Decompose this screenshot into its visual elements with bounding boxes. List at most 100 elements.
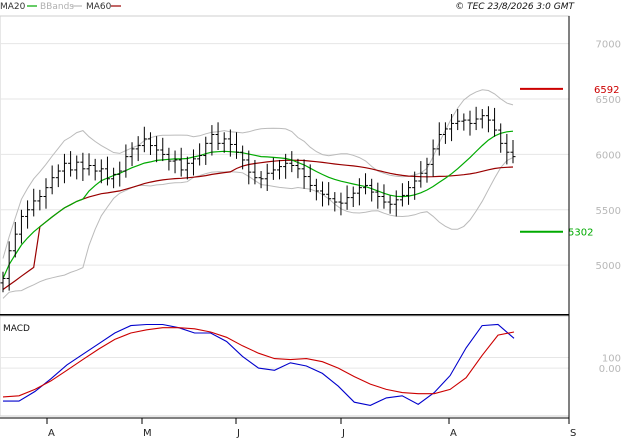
ohlc-bar xyxy=(215,122,221,150)
ohlc-bar xyxy=(74,155,80,180)
bbands-upper xyxy=(2,89,514,259)
ohlc-bar xyxy=(326,182,332,206)
price-grid xyxy=(0,43,569,266)
ma20-line xyxy=(2,130,514,279)
ohlc-bar xyxy=(301,159,307,189)
ohlc-bar xyxy=(197,143,203,166)
ohlc-bar xyxy=(504,133,510,165)
price-markers: 6592 5302 xyxy=(520,85,619,239)
macd-y-tick: 100 xyxy=(602,353,621,364)
ohlc-bar xyxy=(209,125,215,156)
ohlc-bar xyxy=(227,129,233,157)
ohlc-bar xyxy=(406,181,412,205)
ohlc-bar xyxy=(473,106,479,131)
ohlc-bar xyxy=(510,140,516,164)
macd-title: MACD xyxy=(3,324,30,334)
ohlc-bar xyxy=(98,159,104,184)
ohlc-bar xyxy=(424,157,430,183)
legend-ma20: MA20 xyxy=(0,2,26,12)
price-y-tick: 6500 xyxy=(596,95,621,106)
x-tick-label: S xyxy=(570,428,576,439)
ohlc-bar xyxy=(412,171,418,200)
ma60-line xyxy=(2,159,514,290)
macd-y-tick: 0.00 xyxy=(599,364,621,375)
macd-grid xyxy=(0,356,569,369)
ohlc-bar xyxy=(166,147,172,171)
ohlc-bar xyxy=(31,188,37,217)
price-y-tick: 5000 xyxy=(596,261,621,272)
ohlc-bar xyxy=(320,181,326,207)
ohlc-bar xyxy=(295,158,301,179)
ohlc-bar xyxy=(80,152,86,182)
ohlc-bar xyxy=(12,221,18,258)
ohlc-bar xyxy=(117,161,123,187)
price-y-axis: 7000 6500 6000 5500 5000 xyxy=(596,40,621,272)
ohlc-bar xyxy=(467,110,473,136)
macd-lines xyxy=(2,323,515,406)
ohlc-bar xyxy=(442,122,448,144)
ohlc-bar xyxy=(221,132,227,153)
legend: MA20 BBands MA60 xyxy=(0,2,121,12)
x-tick-label: M xyxy=(143,428,152,439)
ohlc-bar xyxy=(86,153,92,176)
x-tick-label: J xyxy=(236,428,240,439)
ohlc-bar xyxy=(283,153,289,179)
ohlc-bar xyxy=(399,183,405,207)
ohlc-bar xyxy=(350,186,356,208)
x-tick-label: J xyxy=(341,428,345,439)
ohlc-bar xyxy=(178,147,184,177)
ohlc-bar xyxy=(418,161,424,188)
resistance-label: 6592 xyxy=(594,85,619,96)
ohlc-bar xyxy=(160,137,166,162)
price-panel: 7000 6500 6000 5500 5000 6592 5302 xyxy=(0,15,621,316)
ohlc-bar xyxy=(369,178,375,202)
ohlc-bar xyxy=(123,144,129,178)
ohlc-bar xyxy=(258,171,264,189)
legend-ma60: MA60 xyxy=(86,2,112,12)
ohlc-bar xyxy=(485,106,491,133)
ohlc-bar xyxy=(449,114,455,142)
bollinger-bands xyxy=(2,89,514,299)
ohlc-bar xyxy=(246,150,252,185)
ohlc-bar xyxy=(252,159,258,185)
bbands-lower xyxy=(2,157,514,299)
ohlc-bar xyxy=(147,132,153,155)
ohlc-bar xyxy=(332,192,338,212)
ohlc-bar xyxy=(387,195,393,214)
ohlc-bar xyxy=(141,126,147,153)
ohlc-bar xyxy=(6,241,12,291)
ohlc-bar xyxy=(307,164,313,193)
ohlc-bar xyxy=(479,109,485,129)
ohlc-bar xyxy=(25,200,31,229)
ohlc-bar xyxy=(356,178,362,206)
macd-series-signal xyxy=(2,327,515,398)
ohlc-bar xyxy=(135,136,141,162)
price-y-tick: 7000 xyxy=(596,40,621,51)
ohlc-bar xyxy=(233,132,239,159)
ohlc-bar xyxy=(203,136,209,165)
ohlc-bar xyxy=(375,182,381,209)
copyright: © TEC 23/8/2026 3:0 GMT xyxy=(455,2,575,12)
x-tick-label: A xyxy=(48,428,55,439)
ohlc-bar xyxy=(492,107,498,137)
ohlc-bar xyxy=(18,209,24,244)
ohlc-bar xyxy=(264,163,270,191)
ohlc-bar xyxy=(37,189,43,211)
ohlc-bar xyxy=(436,122,442,156)
ohlc-bar xyxy=(104,156,110,186)
ohlc-bar xyxy=(240,145,246,170)
legend-bbands: BBands xyxy=(40,2,74,12)
ohlc-bar xyxy=(381,184,387,209)
ma20-path xyxy=(2,130,514,279)
ma60-path xyxy=(2,159,514,290)
ohlc-bar xyxy=(0,271,6,293)
ohlc-bar xyxy=(68,151,74,177)
ohlc-bar xyxy=(430,139,436,177)
ohlc-bar xyxy=(61,153,67,184)
ohlc-bars xyxy=(0,106,516,293)
ohlc-bar xyxy=(172,150,178,174)
